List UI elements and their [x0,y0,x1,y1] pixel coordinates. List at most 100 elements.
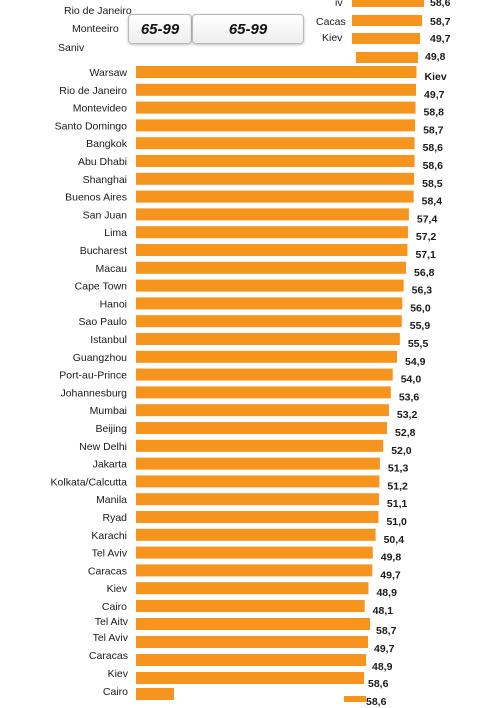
bar [136,297,403,310]
value-label: 49,8 [381,552,402,564]
value-label: 54,0 [401,374,422,386]
age-group-badge: 65-99 [128,14,192,44]
age-group-badge: 65-99 [192,14,304,44]
bar [136,66,417,78]
category-label: Macau [95,263,127,275]
bottom-bar [136,688,174,700]
value-label: 52,8 [395,427,416,439]
value-label: 56,3 [412,285,433,297]
overlay-right-label: iv [335,0,343,9]
bottom-value: 48,9 [372,661,393,673]
bar [136,386,391,399]
value-label: 51,0 [386,516,407,528]
bar [136,190,414,203]
category-label: Guangzhou [73,352,127,364]
bar [136,226,408,239]
value-label: 55,9 [410,320,431,332]
category-label: Warsaw [89,67,127,79]
category-label: Mumbai [90,405,127,417]
category-label: Kolkata/Calcutta [51,476,128,488]
bottom-bar [136,618,370,630]
value-label: 51,2 [387,480,408,492]
category-label: Bangkok [86,138,128,150]
bar [136,208,409,221]
category-label: Ryad [102,512,127,524]
bar [136,600,365,612]
overlay-value: 58,6 [430,0,451,9]
overlay-value: 49,7 [430,33,451,45]
bar [136,172,415,185]
category-label: Cairo [102,601,127,613]
category-label: Caracas [88,565,127,577]
overlay-city-label: Monteeiro [72,23,119,35]
value-label: 51,1 [387,498,408,510]
value-label: 52,0 [391,445,412,457]
value-label: 49,7 [380,569,401,581]
category-label: Lima [104,227,127,239]
value-label: 48,1 [373,605,394,617]
bar [136,439,384,452]
bottom-bar [136,672,364,684]
bar [136,564,373,577]
value-label: 55,5 [408,338,429,350]
category-label: Sao Paulo [79,316,128,328]
bar [136,350,397,363]
value-label: 51,3 [388,463,409,475]
category-label: Montevideo [73,103,127,115]
value-label: 58,6 [423,142,444,154]
bottom-category-label: Tel Aitv [94,616,128,628]
overlay-value: 58,7 [430,16,451,28]
overlay-bar [352,33,420,44]
category-label: Istanbul [90,334,127,346]
bar [136,261,407,274]
value-label: 58,5 [422,178,443,190]
bottom-bar [344,696,366,702]
value-label: 58,7 [423,124,444,136]
bar [136,137,415,150]
bar [136,244,408,256]
overlay-bar [352,0,424,7]
bottom-category-label: Kiev [107,668,128,680]
bar [136,422,388,434]
bar [136,582,369,595]
bar [136,279,404,292]
value-label: 57,1 [415,249,436,261]
bar [136,368,393,381]
category-label: Kiev [107,583,128,595]
bar [136,457,380,470]
overlay-right-label: Cacas [316,16,346,28]
category-label: New Delhi [79,441,127,453]
bottom-category-label: Caracas [88,650,128,662]
category-label: Manila [96,494,127,506]
value-label: 50,4 [384,534,405,546]
overlay-value: 49,8 [425,51,446,63]
glitch-strip: Tel Aitv Tel Aviv Caracas Kiev Cairo 58,… [0,612,500,708]
value-label: 56,0 [410,302,431,314]
bar [136,546,373,559]
overlay-city-label: Saniv [58,42,85,54]
bar [136,83,417,96]
category-label: Santo Domingo [55,120,128,132]
category-label: Jakarta [93,459,128,471]
bar [136,333,400,345]
bar [136,528,376,541]
overlay-bar [352,15,422,26]
value-label: 54,9 [405,356,426,368]
value-label: 58,8 [424,107,445,119]
value-label: 53,6 [399,391,420,403]
category-label: Johannesburg [60,387,127,399]
bar [136,493,379,506]
bar [136,155,415,167]
value-label: 48,9 [376,587,397,599]
value-label: 53,2 [397,409,418,421]
category-label: Bucharest [80,245,127,257]
overlay-bar [356,52,418,63]
bottom-category-label: Cairo [102,686,128,698]
bar [136,101,416,114]
legend-overlay: Rio de Janeiro Monteeiro Saniv 65-99 65-… [0,0,500,63]
category-label: Rio de Janeiro [59,85,127,97]
overlay-right-label: Kiev [322,32,343,44]
bottom-value: 58,6 [368,678,389,690]
bottom-value: 49,7 [374,643,395,655]
category-label: Tel Aviv [92,548,128,560]
